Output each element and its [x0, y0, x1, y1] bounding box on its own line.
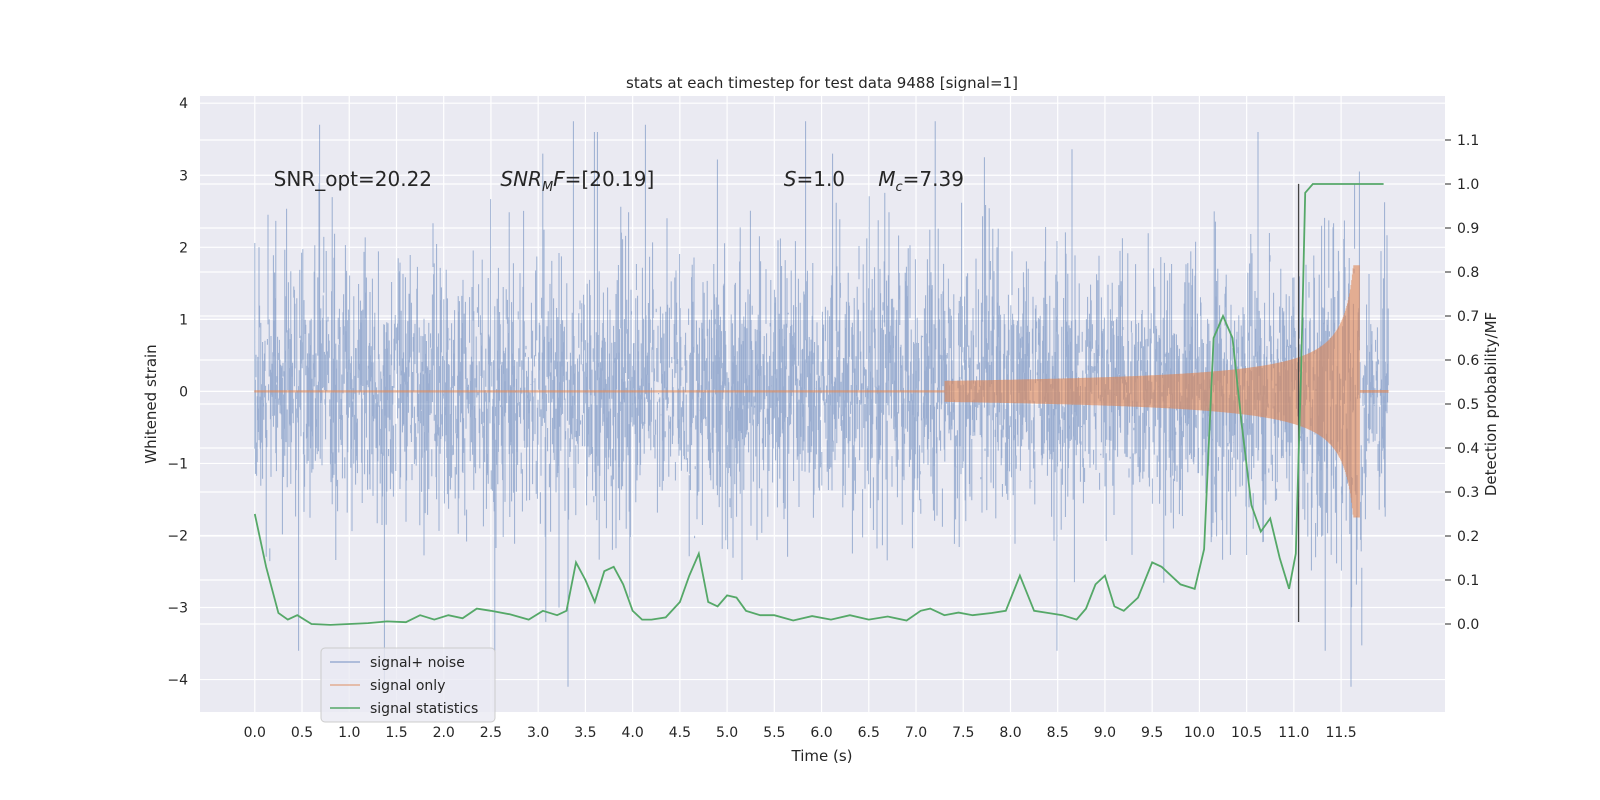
y-right-tick-label: 0.6	[1457, 353, 1479, 369]
legend-label-signal-statistics: signal statistics	[370, 701, 478, 717]
x-tick-label: 2.5	[480, 725, 502, 741]
x-tick-label: 2.0	[433, 725, 455, 741]
x-tick-label: 5.0	[716, 725, 738, 741]
legend: signal+ noise signal only signal statist…	[320, 647, 496, 723]
y-axis-label: Whitened strain	[142, 344, 160, 463]
y-tick-label: −3	[167, 601, 188, 617]
axis-ticks: 0.0 0.5 1.0 1.5 2.0 2.5 3.0 3.5 4.0 4.5 5.0 5.5 6.0 6…	[167, 96, 1479, 741]
annotation: SNR_opt=20.22	[274, 167, 432, 191]
y-right-tick-label: 1.1	[1457, 133, 1479, 149]
y-right-tick-label: 0.5	[1457, 397, 1479, 413]
x-tick-label: 0.5	[291, 725, 313, 741]
annotations: SNR_opt=20.22 SNRMF=[20.19] S=1.0 Mc=7.39	[274, 167, 964, 195]
x-tick-label: 11.5	[1326, 725, 1357, 741]
x-tick-label: 4.5	[669, 725, 691, 741]
y-tick-label: −2	[167, 528, 188, 544]
y-right-tick-label: 0.7	[1457, 309, 1479, 325]
y-tick-label: 2	[179, 240, 188, 256]
y-tick-label: −1	[167, 456, 188, 472]
legend-label-signal-plus-noise: signal+ noise	[370, 655, 465, 671]
x-tick-label: 6.5	[858, 725, 880, 741]
x-tick-label: 3.0	[527, 725, 549, 741]
x-tick-label: 9.5	[1141, 725, 1163, 741]
x-tick-label: 3.5	[574, 725, 596, 741]
y-tick-label: 1	[179, 312, 188, 328]
x-tick-label: 8.0	[999, 725, 1021, 741]
annotation: S=1.0	[784, 167, 845, 191]
y-axis-right-label: Detection probability/MF	[1482, 312, 1500, 496]
series-signal-only	[254, 265, 1389, 518]
y-tick-label: 4	[179, 96, 188, 112]
x-tick-label: 7.5	[952, 725, 974, 741]
legend-label-signal-only: signal only	[370, 678, 445, 694]
annotation: SNRMF=[20.19]	[500, 167, 654, 195]
y-right-tick-label: 0.3	[1457, 485, 1479, 501]
x-tick-label: 7.0	[905, 725, 927, 741]
y-right-tick-label: 0.1	[1457, 573, 1479, 589]
x-tick-label: 0.0	[244, 725, 266, 741]
chart-title: stats at each timestep for test data 948…	[626, 74, 1018, 92]
y-right-tick-label: 0.0	[1457, 617, 1479, 633]
y-right-tick-label: 0.2	[1457, 529, 1479, 545]
x-tick-label: 1.0	[338, 725, 360, 741]
annotation: Mc=7.39	[878, 167, 964, 195]
x-tick-label: 6.0	[810, 725, 832, 741]
y-right-tick-label: 0.9	[1457, 221, 1479, 237]
plot-area	[253, 121, 1389, 687]
x-tick-label: 4.0	[621, 725, 643, 741]
x-tick-label: 10.5	[1231, 725, 1262, 741]
x-tick-label: 11.0	[1278, 725, 1309, 741]
y-right-tick-label: 0.8	[1457, 265, 1479, 281]
series-signal-statistics	[253, 183, 1384, 626]
y-tick-label: −4	[167, 673, 188, 689]
x-tick-label: 10.0	[1184, 725, 1215, 741]
x-tick-label: 5.5	[763, 725, 785, 741]
x-axis-label: Time (s)	[791, 747, 853, 765]
legend-box	[320, 647, 496, 723]
y-right-tick-label: 0.4	[1457, 441, 1479, 457]
x-tick-label: 1.5	[385, 725, 407, 741]
y-right-tick-label: 1.0	[1457, 177, 1479, 193]
x-tick-label: 8.5	[1047, 725, 1069, 741]
y-tick-label: 0	[179, 384, 188, 400]
y-tick-label: 3	[179, 168, 188, 184]
x-tick-label: 9.0	[1094, 725, 1116, 741]
